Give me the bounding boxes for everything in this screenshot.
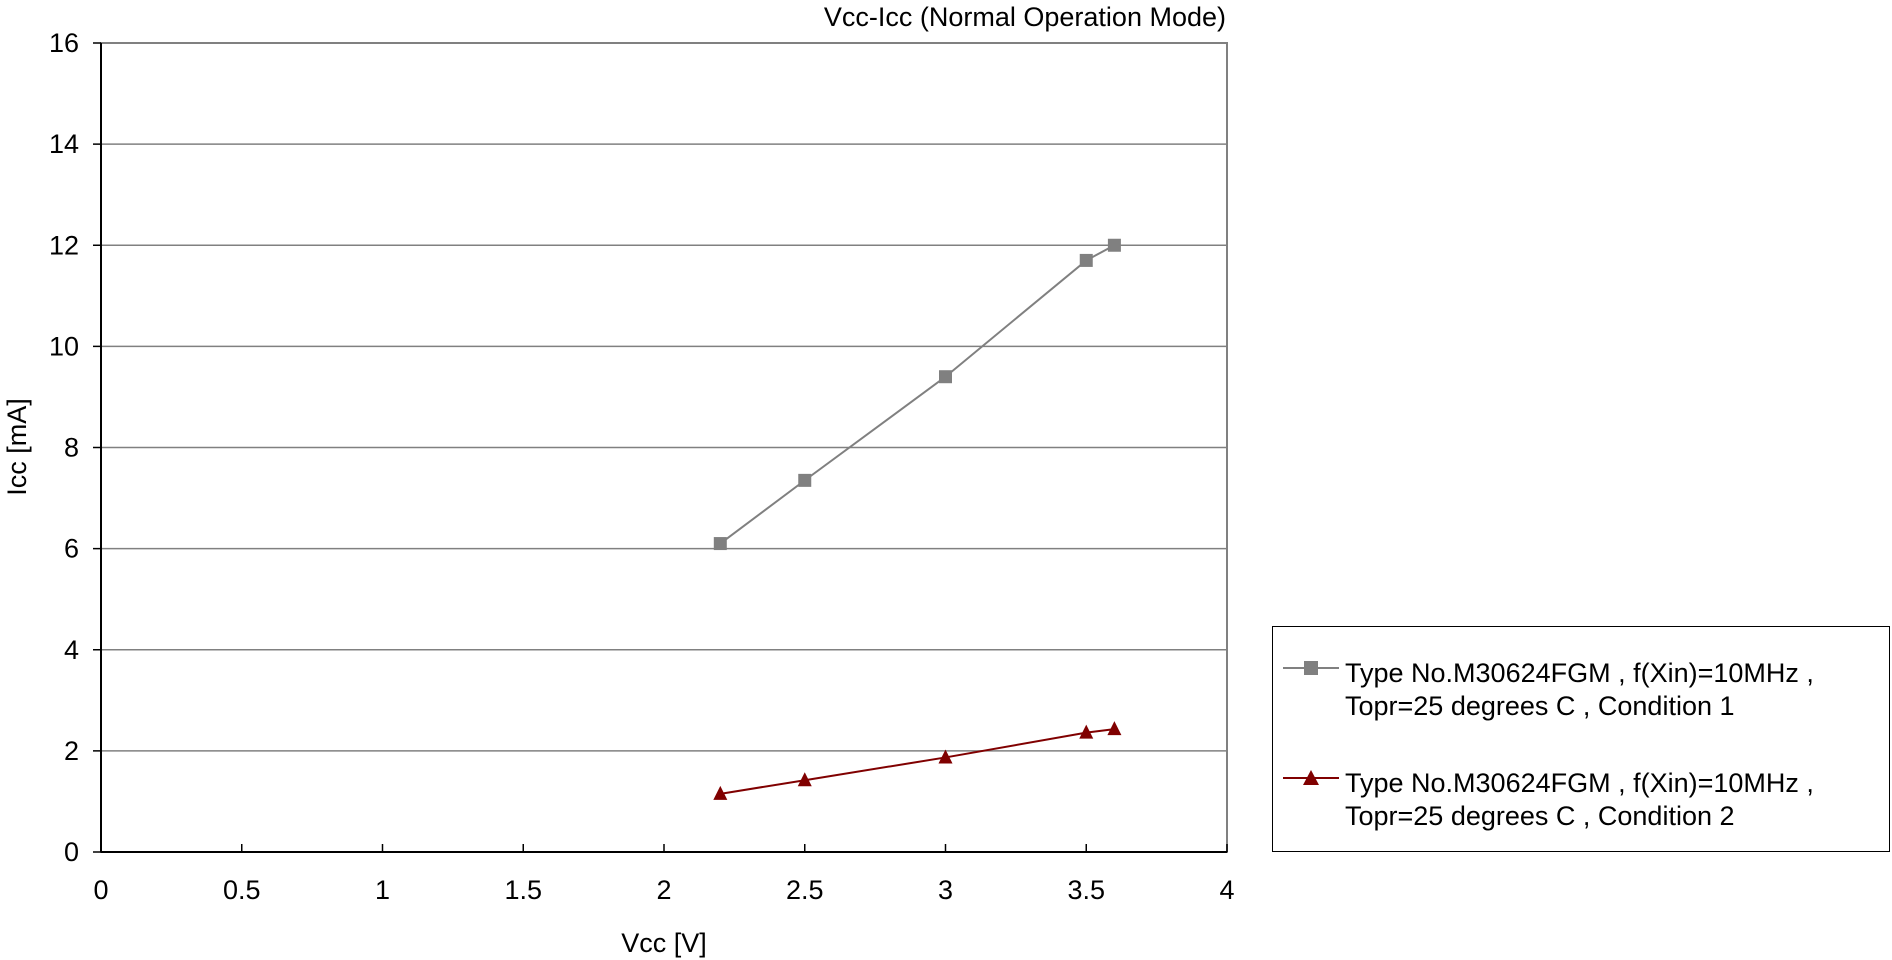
series-2-point — [1107, 721, 1122, 736]
y-axis-label: Icc [mA] — [2, 398, 32, 496]
series-1-point — [713, 537, 727, 551]
x-tick-label: 0 — [93, 875, 108, 905]
y-tick-label: 2 — [64, 736, 79, 766]
series-1-line — [719, 244, 1115, 545]
y-tick-label: 0 — [64, 837, 79, 867]
y-tick-label: 6 — [64, 534, 79, 564]
series-layer — [713, 238, 1122, 800]
y-tick-label: 12 — [49, 230, 79, 260]
legend-entry-condition-2: Type No.M30624FGM , f(Xin)=10MHz , Topr=… — [1283, 767, 1889, 833]
chart-title: Vcc-Icc (Normal Operation Mode) — [824, 2, 1226, 32]
y-tick-label: 8 — [64, 433, 79, 463]
y-tick-label: 14 — [49, 129, 79, 159]
x-axis-label: Vcc [V] — [621, 928, 707, 958]
legend-entry-condition-1: Type No.M30624FGM , f(Xin)=10MHz , Topr=… — [1283, 657, 1889, 723]
x-tick-label: 4 — [1219, 875, 1234, 905]
series-1-point — [939, 370, 952, 384]
legend-square-marker-icon — [1283, 661, 1339, 675]
series-2-point — [713, 785, 728, 800]
legend-triangle-marker-icon — [1283, 770, 1339, 785]
x-tick-label: 3 — [938, 875, 953, 905]
series-1-point — [798, 473, 812, 487]
series-2-point — [938, 749, 953, 764]
series-2-point — [797, 772, 812, 787]
x-tick-label: 1.5 — [504, 875, 542, 905]
x-tick-label: 0.5 — [223, 875, 261, 905]
series-2-line — [720, 728, 1115, 795]
legend-label-condition-1: Type No.M30624FGM , f(Xin)=10MHz , Topr=… — [1345, 658, 1814, 721]
x-tick-label: 2.5 — [786, 875, 824, 905]
x-tick-label: 3.5 — [1067, 875, 1105, 905]
y-tick-label: 16 — [49, 28, 79, 58]
series-1-point — [1107, 238, 1121, 252]
x-tick-label: 2 — [656, 875, 671, 905]
y-tick-label: 10 — [49, 331, 79, 361]
axes: 0 2 4 6 8 10 12 14 16 0 0.5 1 1.5 2 2.5 3 3.5 4 — [49, 28, 1235, 905]
series-1-point — [1079, 253, 1093, 267]
x-tick-label: 1 — [375, 875, 390, 905]
series-2-point — [1079, 724, 1094, 739]
gridlines — [101, 143, 1227, 752]
y-tick-label: 4 — [64, 635, 79, 665]
legend: Type No.M30624FGM , f(Xin)=10MHz , Topr=… — [1272, 626, 1890, 852]
legend-label-condition-2: Type No.M30624FGM , f(Xin)=10MHz , Topr=… — [1345, 768, 1814, 831]
